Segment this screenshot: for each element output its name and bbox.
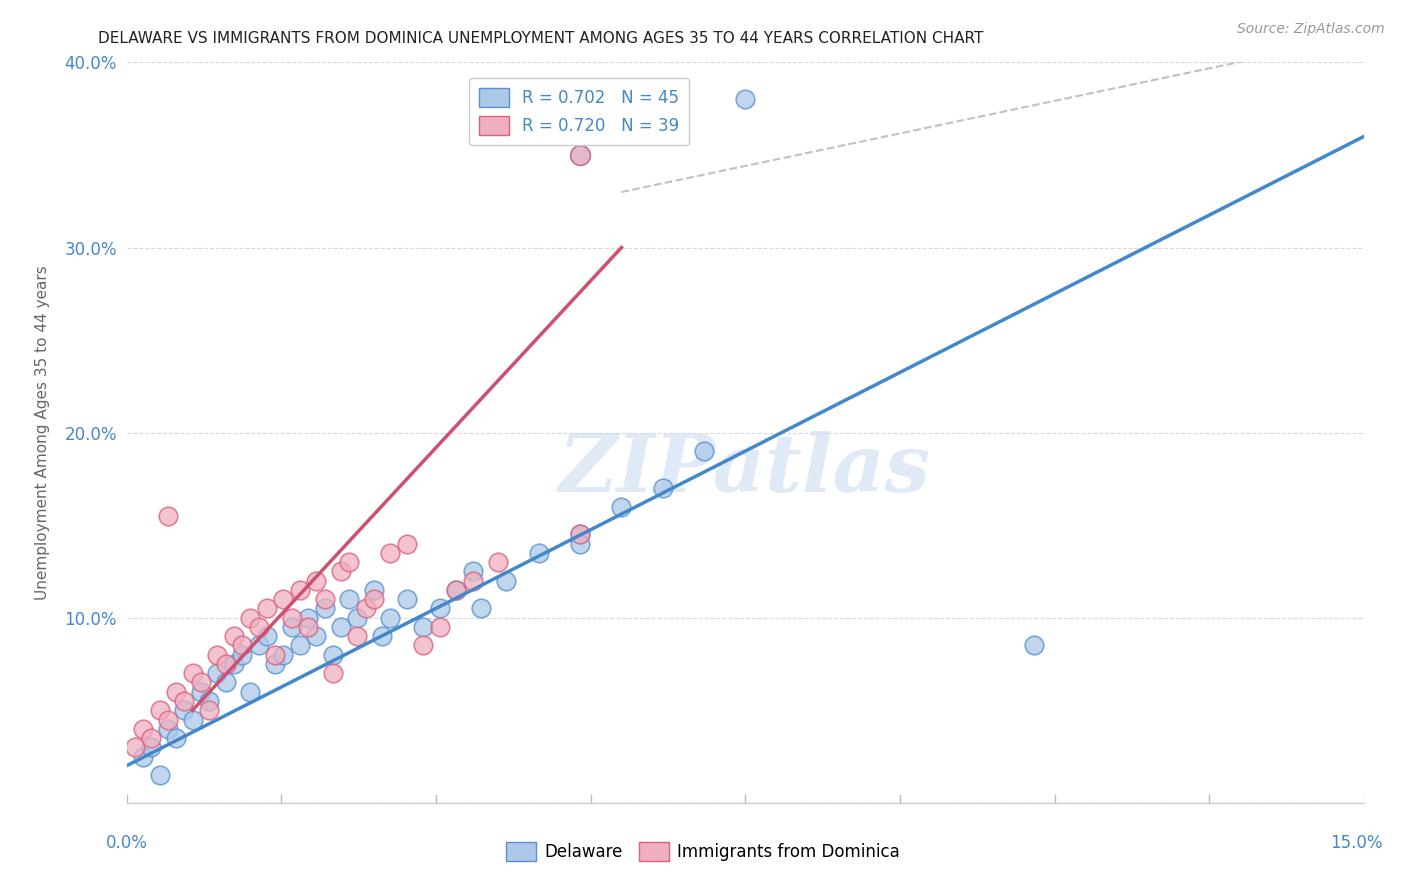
Point <box>569 536 592 550</box>
Point <box>363 582 385 597</box>
Point <box>148 768 170 782</box>
Point <box>305 574 328 588</box>
Point <box>156 713 179 727</box>
Point <box>495 574 517 588</box>
Point <box>337 592 360 607</box>
Point <box>322 666 344 681</box>
Point <box>429 601 451 615</box>
Point <box>231 648 253 662</box>
Point <box>395 592 418 607</box>
Point <box>527 546 550 560</box>
Point <box>264 657 287 671</box>
Point <box>693 444 716 458</box>
Point <box>363 592 385 607</box>
Point <box>412 639 434 653</box>
Point <box>181 713 204 727</box>
Point <box>330 620 353 634</box>
Point <box>297 610 319 624</box>
Point <box>346 610 368 624</box>
Point <box>1022 639 1045 653</box>
Point <box>198 703 221 717</box>
Point <box>569 527 592 541</box>
Point <box>346 629 368 643</box>
Point <box>165 731 187 745</box>
Point <box>173 694 195 708</box>
Point <box>239 610 262 624</box>
Point <box>141 731 163 745</box>
Point <box>207 648 229 662</box>
Text: ZIPatlas: ZIPatlas <box>560 431 931 508</box>
Point <box>264 648 287 662</box>
Point <box>305 629 328 643</box>
Point <box>446 582 468 597</box>
Point <box>222 657 245 671</box>
Point <box>190 685 212 699</box>
Legend: R = 0.702   N = 45, R = 0.720   N = 39: R = 0.702 N = 45, R = 0.720 N = 39 <box>470 78 689 145</box>
Point <box>222 629 245 643</box>
Point <box>314 592 336 607</box>
Point <box>207 666 229 681</box>
Point <box>380 546 402 560</box>
Point <box>461 574 484 588</box>
Point <box>412 620 434 634</box>
Point <box>124 740 146 755</box>
Point <box>280 610 302 624</box>
Point <box>337 555 360 569</box>
Point <box>165 685 187 699</box>
Y-axis label: Unemployment Among Ages 35 to 44 years: Unemployment Among Ages 35 to 44 years <box>35 265 51 600</box>
Point <box>380 610 402 624</box>
Point <box>610 500 633 514</box>
Point <box>132 722 155 736</box>
Point <box>190 675 212 690</box>
Point <box>181 666 204 681</box>
Point <box>132 749 155 764</box>
Point <box>256 601 278 615</box>
Point <box>446 582 468 597</box>
Text: 15.0%: 15.0% <box>1330 834 1384 852</box>
Point <box>395 536 418 550</box>
Legend: Delaware, Immigrants from Dominica: Delaware, Immigrants from Dominica <box>499 835 907 868</box>
Point <box>256 629 278 643</box>
Point <box>314 601 336 615</box>
Point <box>280 620 302 634</box>
Point <box>651 481 673 495</box>
Point <box>288 582 311 597</box>
Point <box>231 639 253 653</box>
Point <box>247 620 270 634</box>
Point <box>429 620 451 634</box>
Point <box>322 648 344 662</box>
Point <box>569 148 592 162</box>
Point <box>297 620 319 634</box>
Point <box>486 555 509 569</box>
Point <box>371 629 394 643</box>
Point <box>156 722 179 736</box>
Point <box>271 592 294 607</box>
Text: Source: ZipAtlas.com: Source: ZipAtlas.com <box>1237 22 1385 37</box>
Point <box>239 685 262 699</box>
Point <box>569 527 592 541</box>
Point <box>569 148 592 162</box>
Point <box>156 508 179 523</box>
Point <box>247 639 270 653</box>
Point <box>214 675 236 690</box>
Point <box>330 565 353 579</box>
Point <box>141 740 163 755</box>
Point <box>271 648 294 662</box>
Point <box>470 601 492 615</box>
Text: DELAWARE VS IMMIGRANTS FROM DOMINICA UNEMPLOYMENT AMONG AGES 35 TO 44 YEARS CORR: DELAWARE VS IMMIGRANTS FROM DOMINICA UNE… <box>98 31 984 46</box>
Point <box>354 601 377 615</box>
Point <box>148 703 170 717</box>
Point <box>198 694 221 708</box>
Text: 0.0%: 0.0% <box>105 834 148 852</box>
Point <box>734 92 756 106</box>
Point <box>214 657 236 671</box>
Point <box>461 565 484 579</box>
Point <box>288 639 311 653</box>
Point <box>173 703 195 717</box>
